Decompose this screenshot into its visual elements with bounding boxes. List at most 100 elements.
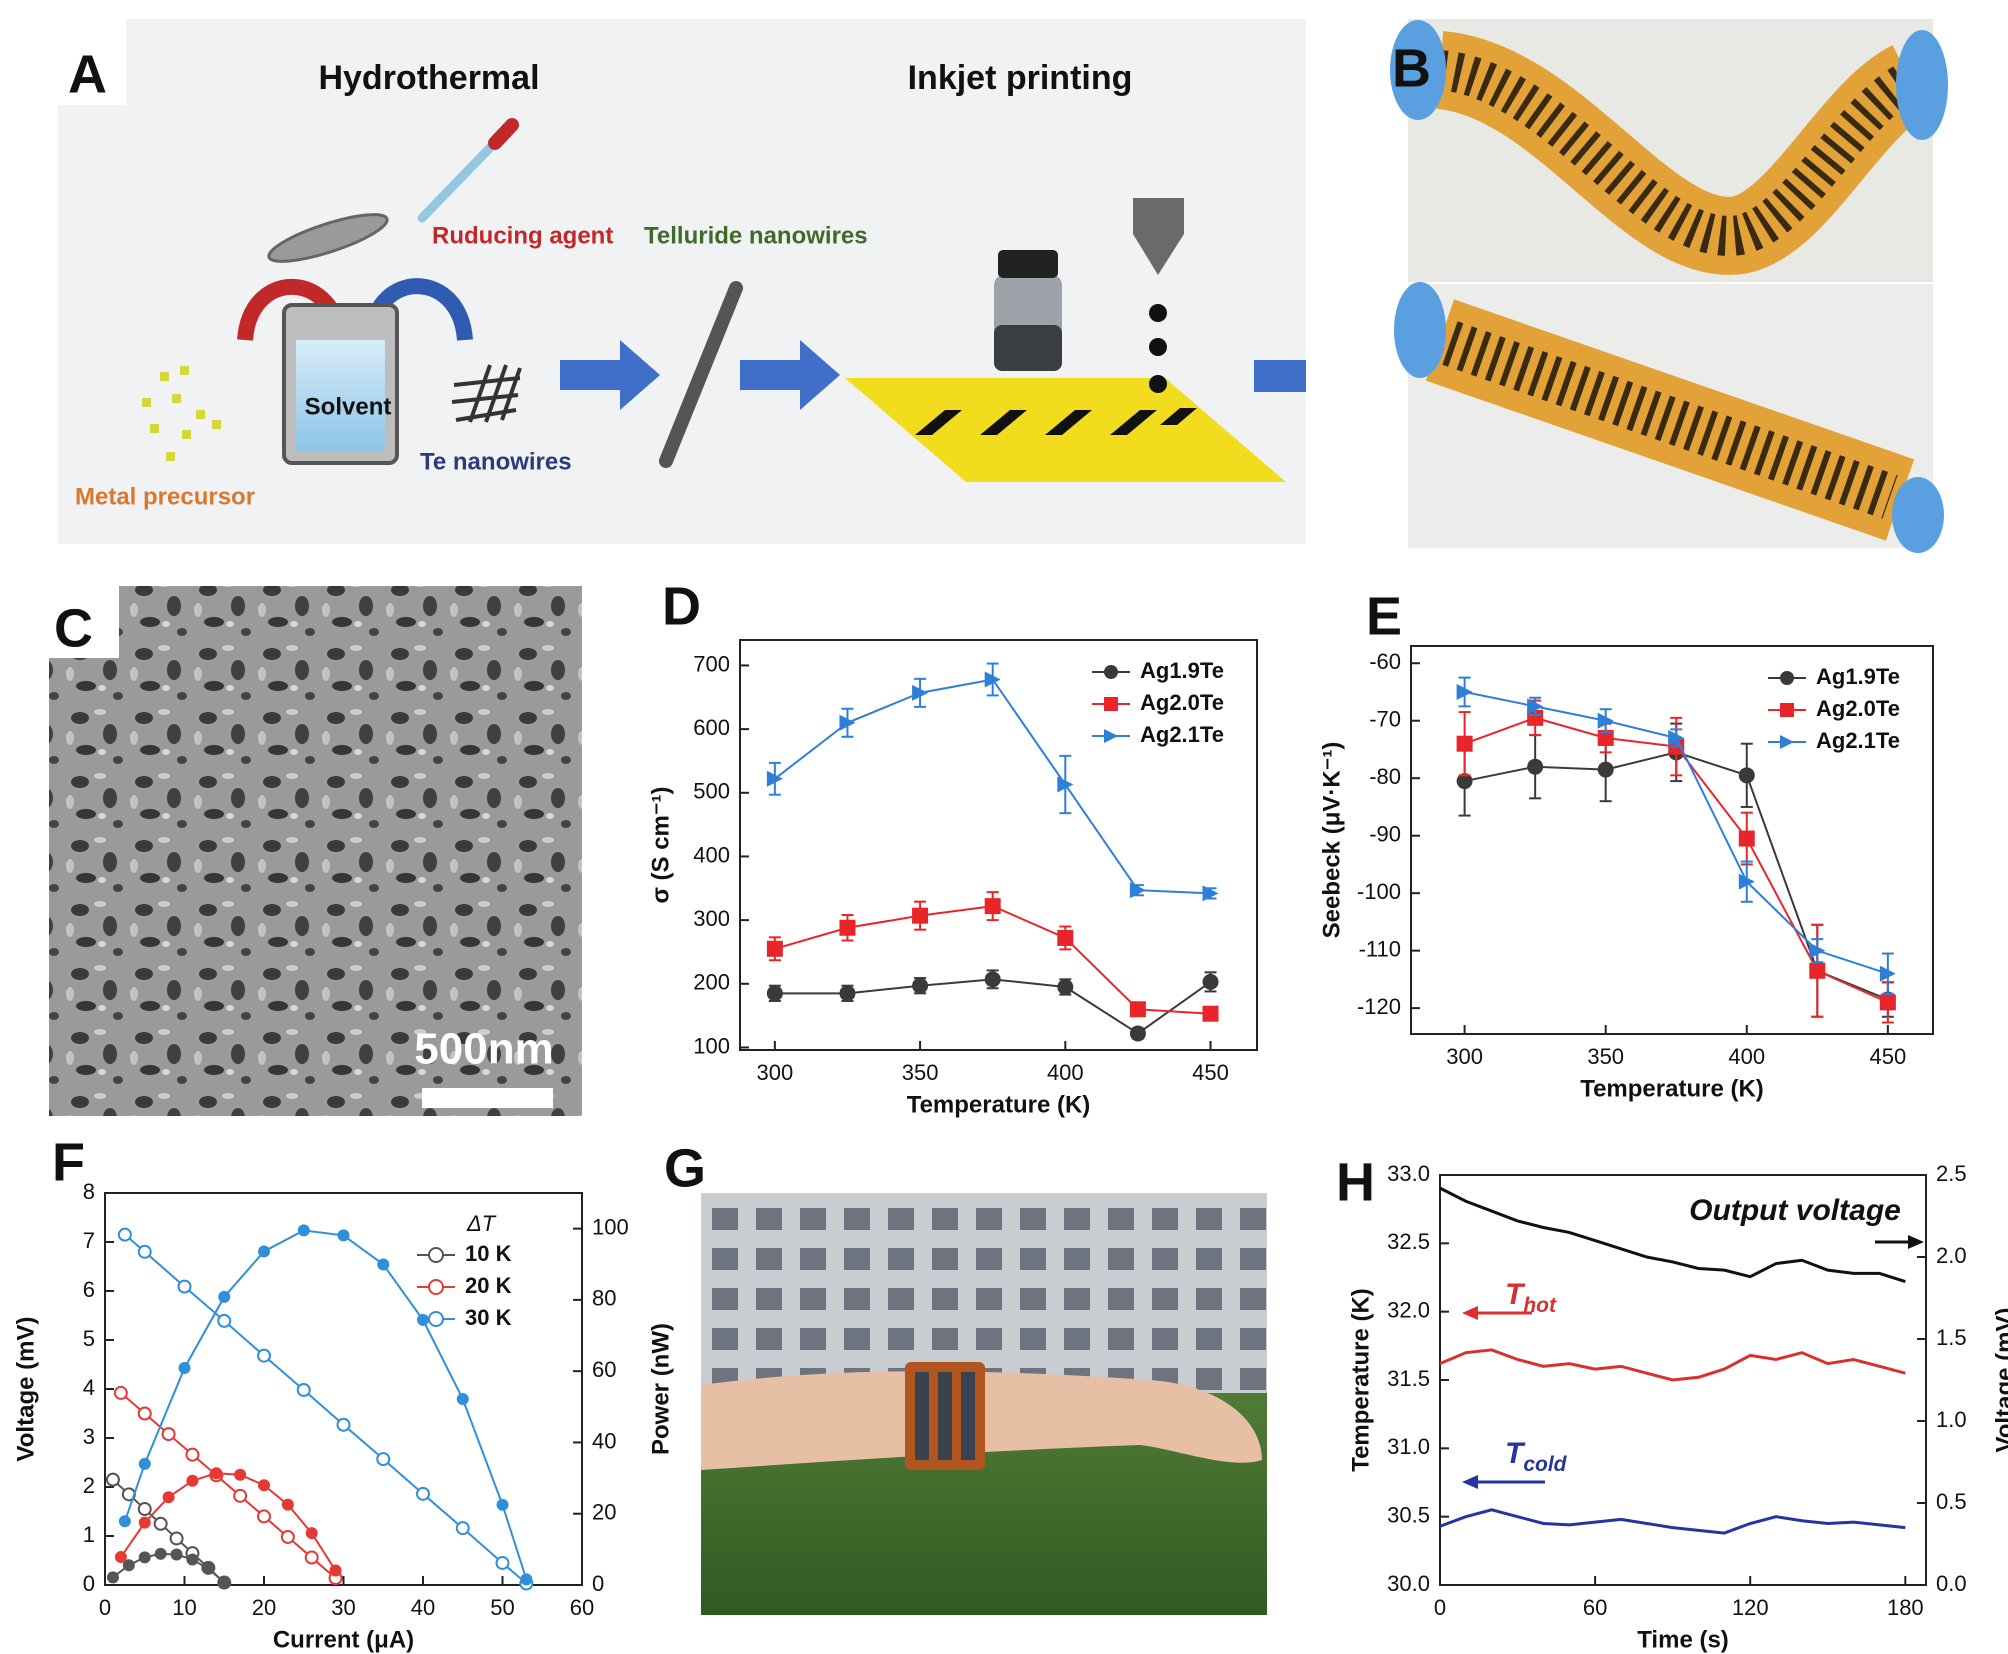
x-tick-label: 10: [172, 1595, 196, 1620]
device-cells: [915, 1372, 975, 1460]
arrowhead: [1462, 1475, 1478, 1489]
marker: [162, 1491, 175, 1504]
marker: [456, 1392, 469, 1405]
marker: [186, 1553, 199, 1566]
stripe: [1110, 410, 1157, 435]
annotation-text: T: [1505, 1278, 1526, 1311]
scale-bar-label: 500nm: [414, 1025, 553, 1074]
annotation: Tcold: [1505, 1437, 1568, 1476]
legend-marker: [1104, 729, 1118, 743]
vial-ink: [994, 325, 1062, 371]
x-axis-label: Time (s): [1637, 1626, 1729, 1653]
y-axis-label: Voltage (mV): [12, 1317, 39, 1462]
marker: [1456, 773, 1473, 790]
legend-label: Ag2.0Te: [1140, 690, 1224, 715]
marker: [137, 1406, 152, 1421]
legend-marker: [428, 1279, 444, 1295]
legend-marker: [1780, 671, 1794, 685]
marker: [1456, 735, 1473, 752]
marker: [161, 1427, 176, 1442]
marker: [305, 1527, 318, 1540]
x-tick-label: 400: [1047, 1060, 1084, 1085]
annotation-text: Output voltage: [1689, 1194, 1901, 1227]
legend-title: ΔT: [466, 1211, 497, 1236]
marker: [766, 940, 783, 957]
panel-a: A Hydrothermal Inkjet printing Solvent R…: [58, 19, 1306, 544]
arrowhead: [1462, 1306, 1478, 1320]
marker: [153, 1516, 168, 1531]
dot: [142, 398, 151, 407]
panel-label: D: [662, 576, 701, 636]
y-axis-label: Seebeck (μV·K⁻¹): [1318, 742, 1345, 939]
x-tick-label: 50: [490, 1595, 514, 1620]
x-axis-label: Temperature (K): [907, 1091, 1091, 1118]
legend-label: Ag1.9Te: [1816, 664, 1900, 689]
y-tick-label: 0: [83, 1571, 95, 1596]
glove: [1390, 20, 1446, 120]
nanowire: [659, 281, 743, 468]
printed-pattern: [1437, 50, 1920, 256]
x-tick-label: 0: [99, 1595, 111, 1620]
y-axis-label: σ (S cm⁻¹): [647, 786, 674, 903]
nanowire-label: Telluride nanowires: [644, 222, 868, 249]
y-tick-label: 500: [693, 779, 730, 804]
scale-bar: [422, 1088, 553, 1108]
y2-tick-label: 60: [592, 1357, 616, 1382]
x-tick-label: 20: [252, 1595, 276, 1620]
marker: [234, 1468, 247, 1481]
y-tick-label: -80: [1369, 764, 1401, 789]
y2-tick-label: 1.0: [1936, 1407, 1967, 1432]
ink-drop: [1149, 375, 1167, 393]
panel-g: G: [664, 1138, 1267, 1615]
y-tick-label: 6: [83, 1277, 95, 1302]
marker: [520, 1573, 533, 1586]
marker: [766, 985, 783, 1002]
marker: [138, 1457, 151, 1470]
x-tick-label: 60: [1583, 1595, 1607, 1620]
marker: [455, 1521, 470, 1536]
y-tick-label: 32.5: [1387, 1229, 1430, 1254]
marker: [1879, 994, 1896, 1011]
series-line: [120, 1472, 337, 1572]
cell: [938, 1372, 952, 1460]
plot-frame: [1410, 645, 1934, 1035]
panel-label: G: [664, 1138, 706, 1198]
stage-title: Hydrothermal: [318, 59, 539, 97]
y-tick-label: 31.5: [1387, 1366, 1430, 1391]
y-tick-label: -90: [1369, 822, 1401, 847]
y-tick-label: -60: [1369, 649, 1401, 674]
process-arrow: [560, 340, 660, 410]
dot: [160, 372, 169, 381]
x-tick-label: 400: [1728, 1044, 1765, 1069]
legend-label: Ag1.9Te: [1140, 658, 1224, 683]
ink-drop: [1149, 338, 1167, 356]
x-tick-label: 450: [1869, 1044, 1906, 1069]
marker: [138, 1551, 151, 1564]
marker: [984, 671, 1001, 688]
dot: [196, 410, 205, 419]
marker: [105, 1472, 120, 1487]
y-tick-label: 400: [693, 842, 730, 867]
marker: [1597, 712, 1614, 729]
x-tick-label: 300: [1446, 1044, 1483, 1069]
panel-b: B: [1390, 19, 1948, 553]
marker: [218, 1576, 231, 1589]
series-line: [1439, 1186, 1906, 1284]
panel-label: F: [52, 1132, 85, 1192]
y2-tick-label: 0.0: [1936, 1571, 1967, 1596]
y-axis-label: Temperature (K): [1347, 1288, 1374, 1472]
marker: [1129, 1001, 1146, 1018]
y-tick-label: 8: [83, 1179, 95, 1204]
x-tick-label: 60: [570, 1595, 594, 1620]
annotation: Thot: [1505, 1278, 1557, 1317]
y2-tick-label: 0.5: [1936, 1489, 1967, 1514]
y-tick-label: 31.0: [1387, 1434, 1430, 1459]
y2-tick-label: 40: [592, 1428, 616, 1453]
label-box: [49, 586, 119, 658]
marker: [1668, 729, 1685, 746]
nozzle: [1133, 198, 1184, 234]
cell: [961, 1372, 975, 1460]
marker: [177, 1279, 192, 1294]
marker: [329, 1564, 342, 1577]
printed-lines: [915, 408, 1197, 435]
